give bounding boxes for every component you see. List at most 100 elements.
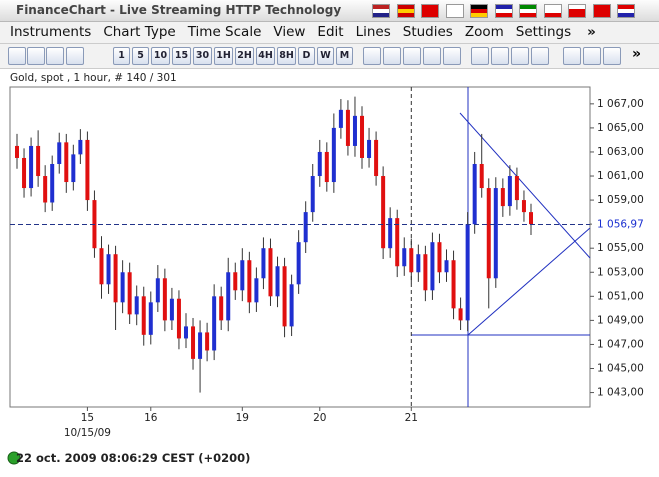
toolbar-more[interactable]: » bbox=[632, 46, 642, 62]
x-tick-label: 15 bbox=[81, 412, 94, 424]
candle-body bbox=[345, 109, 350, 146]
tool-button[interactable] bbox=[491, 47, 509, 65]
flag-icon bbox=[494, 4, 513, 18]
tool-button[interactable] bbox=[511, 47, 529, 65]
date-label: 10/15/09 bbox=[64, 427, 111, 439]
menu-bar: Instruments Chart Type Time Scale View Edit L… bbox=[0, 22, 659, 44]
timeframe-button[interactable]: 8H bbox=[277, 47, 296, 65]
tool-button[interactable] bbox=[66, 47, 84, 65]
candle-body bbox=[43, 176, 48, 203]
menu-more[interactable]: » bbox=[587, 24, 596, 40]
candle-body bbox=[423, 254, 428, 291]
x-tick-label: 16 bbox=[144, 412, 158, 424]
candle-body bbox=[289, 284, 294, 327]
timeframe-button[interactable]: D bbox=[298, 47, 315, 65]
timeframe-button[interactable]: 4H bbox=[256, 47, 275, 65]
candle-body bbox=[240, 260, 245, 291]
candle-body bbox=[360, 115, 365, 158]
candle-body bbox=[472, 163, 477, 225]
menu-item[interactable]: Chart Type bbox=[103, 24, 176, 40]
candle-body bbox=[141, 296, 146, 335]
flag-icon bbox=[470, 4, 488, 18]
timeframe-button[interactable]: 1 bbox=[113, 47, 130, 65]
flag-icon bbox=[617, 4, 635, 18]
candle-body bbox=[338, 109, 343, 128]
menu-item[interactable]: Zoom bbox=[464, 24, 504, 40]
menu-item[interactable]: Instruments bbox=[10, 24, 92, 40]
candle-body bbox=[71, 154, 76, 183]
candle-body bbox=[465, 224, 470, 321]
toolbar: 1 5 10 15 30 1H 2H 4H 8H D W M» bbox=[0, 44, 659, 69]
tool-button[interactable] bbox=[471, 47, 489, 65]
candle-body bbox=[514, 176, 519, 201]
menu-item[interactable]: Time Scale bbox=[187, 24, 262, 40]
candle-body bbox=[507, 176, 512, 207]
candle-body bbox=[155, 278, 160, 303]
candle-body bbox=[78, 139, 83, 155]
timeframe-button[interactable]: 1H bbox=[214, 47, 233, 65]
tool-button[interactable] bbox=[383, 47, 401, 65]
tool-button[interactable] bbox=[46, 47, 64, 65]
y-tick-label: 1 043,00 bbox=[597, 387, 644, 399]
tool-button[interactable] bbox=[423, 47, 441, 65]
timeframe-button[interactable]: 30 bbox=[193, 47, 212, 65]
title-bar: FinanceChart - Live Streaming HTTP Techn… bbox=[0, 0, 659, 22]
tool-button[interactable] bbox=[603, 47, 621, 65]
candle-body bbox=[296, 242, 301, 285]
candle-body bbox=[479, 163, 484, 189]
menu-item[interactable]: Edit bbox=[317, 24, 344, 40]
chart-title: Gold, spot , 1 hour, # 140 / 301 bbox=[10, 72, 177, 84]
candle-body bbox=[374, 139, 379, 177]
timeframe-button[interactable]: W bbox=[317, 47, 334, 65]
flag-icon bbox=[543, 4, 562, 18]
candle-body bbox=[233, 272, 238, 291]
candle-body bbox=[205, 332, 210, 351]
tool-button[interactable] bbox=[27, 47, 45, 65]
candle-body bbox=[402, 248, 407, 267]
menu-item[interactable]: Settings bbox=[515, 24, 572, 40]
y-tick-label: 1 059,00 bbox=[597, 194, 644, 206]
candle-body bbox=[254, 278, 259, 303]
candle-body bbox=[324, 151, 329, 183]
candle-body bbox=[36, 145, 41, 177]
timeframe-button[interactable]: 2H bbox=[235, 47, 254, 65]
flag-icon bbox=[568, 4, 586, 18]
candle-body bbox=[113, 254, 118, 303]
drawn-trend-line bbox=[467, 227, 591, 336]
tool-button[interactable] bbox=[363, 47, 381, 65]
candle-body bbox=[409, 248, 414, 273]
y-tick-label: 1 065,00 bbox=[597, 122, 644, 134]
candle-body bbox=[162, 278, 167, 321]
candle-body bbox=[29, 145, 34, 189]
tool-button[interactable] bbox=[443, 47, 461, 65]
y-tick-label: 1 045,00 bbox=[597, 363, 644, 375]
candle-body bbox=[352, 115, 357, 146]
timeframe-button[interactable]: 10 bbox=[151, 47, 170, 65]
tool-button[interactable] bbox=[8, 47, 26, 65]
candle-body bbox=[437, 242, 442, 273]
tool-button[interactable] bbox=[403, 47, 421, 65]
candle-body bbox=[388, 218, 393, 249]
last-price-box bbox=[592, 217, 654, 232]
y-tick-label: 1 049,00 bbox=[597, 314, 644, 326]
tool-button[interactable] bbox=[583, 47, 601, 65]
y-tick-label: 1 047,00 bbox=[597, 338, 644, 350]
tool-button[interactable] bbox=[531, 47, 549, 65]
candle-body bbox=[247, 260, 252, 303]
candle-body bbox=[367, 139, 372, 158]
menu-item[interactable]: Lines bbox=[355, 24, 391, 40]
candle-body bbox=[127, 272, 132, 315]
candle-body bbox=[282, 266, 287, 327]
candle-body bbox=[493, 188, 498, 279]
timeframe-button[interactable]: 5 bbox=[132, 47, 149, 65]
menu-item[interactable]: Studies bbox=[402, 24, 453, 40]
timeframe-button[interactable]: 15 bbox=[172, 47, 191, 65]
timeframe-button[interactable]: M bbox=[336, 47, 353, 65]
candle-body bbox=[458, 308, 463, 321]
y-tick-label: 1 053,00 bbox=[597, 266, 644, 278]
candle-body bbox=[22, 157, 27, 189]
menu-item[interactable]: View bbox=[273, 24, 306, 40]
y-tick-label: 1 067,00 bbox=[597, 98, 644, 110]
tool-button[interactable] bbox=[563, 47, 581, 65]
candle-body bbox=[191, 326, 196, 359]
